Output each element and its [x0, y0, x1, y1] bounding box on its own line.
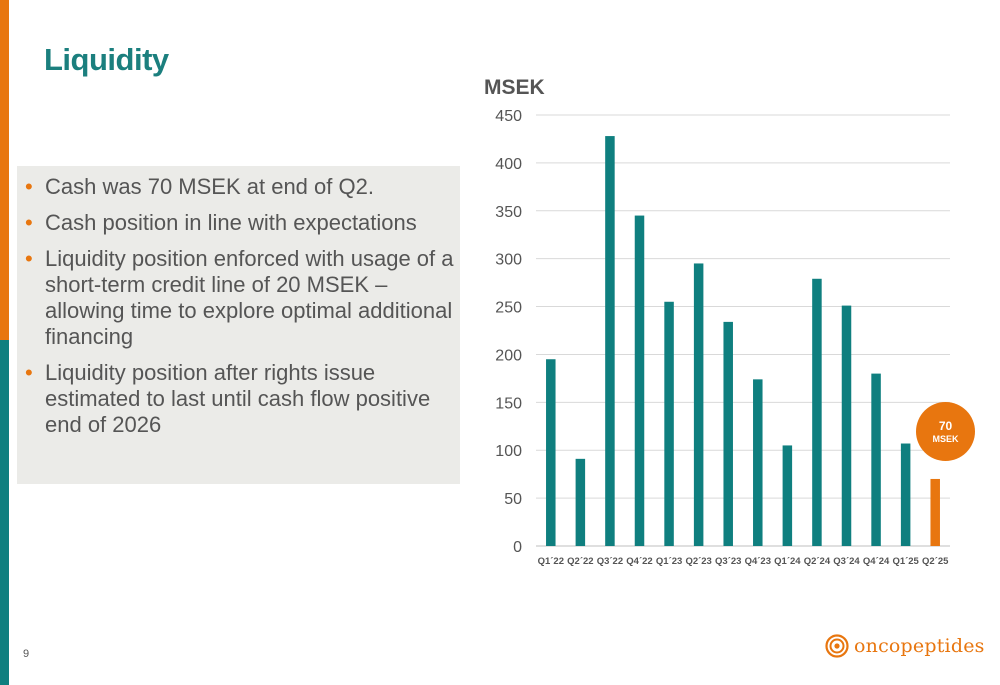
- bar-Q3´24: [841, 305, 852, 546]
- bullet-text: Cash position in line with expectations: [45, 210, 417, 235]
- y-tick-label: 0: [513, 539, 522, 556]
- x-tick-label: Q4´22: [626, 556, 652, 567]
- x-tick-label: Q2´23: [685, 556, 711, 567]
- x-tick-label: Q1´23: [656, 556, 682, 567]
- logo-text: oncopeptides: [854, 635, 985, 657]
- bar-Q1´22: [546, 359, 556, 546]
- accent-bar-teal: [0, 340, 9, 685]
- bullet-dot-icon: •: [25, 210, 33, 235]
- bullet-text: Liquidity position enforced with usage o…: [45, 246, 454, 349]
- y-axis-label: MSEK: [484, 76, 545, 99]
- bullet-item: • Cash position in line with expectations: [25, 210, 455, 236]
- y-tick-label: 150: [495, 395, 522, 412]
- x-tick-label: Q3´24: [833, 556, 860, 567]
- spiral-logo-icon: [825, 634, 849, 658]
- x-tick-label: Q2´24: [804, 556, 831, 567]
- bullet-dot-icon: •: [25, 360, 33, 385]
- callout-unit: MSEK: [932, 433, 959, 444]
- bar-Q1´23: [664, 301, 674, 546]
- bar-Q3´23: [723, 321, 733, 546]
- bullet-item: • Liquidity position after rights issue e…: [25, 360, 455, 438]
- x-tick-label: Q3´22: [597, 556, 623, 567]
- company-logo: oncopeptides: [825, 634, 985, 658]
- x-tick-label: Q1´24: [774, 556, 801, 567]
- bar-Q1´25: [900, 443, 911, 546]
- accent-bar-orange: [0, 0, 9, 340]
- y-tick-label: 400: [495, 156, 522, 173]
- bar-Q4´23: [753, 379, 763, 546]
- bullet-list: • Cash was 70 MSEK at end of Q2. • Cash po…: [25, 174, 455, 448]
- callout-value: 70: [938, 418, 953, 433]
- bar-Q3´22: [605, 136, 615, 546]
- bullet-dot-icon: •: [25, 174, 33, 199]
- bullet-item: • Liquidity position enforced with usage …: [25, 246, 455, 350]
- y-tick-label: 350: [495, 204, 522, 221]
- y-tick-label: 300: [495, 252, 522, 269]
- x-tick-label: Q4´24: [863, 556, 890, 567]
- text-panel: [17, 166, 460, 484]
- x-tick-label: Q4´23: [745, 556, 771, 567]
- bullet-dot-icon: •: [25, 246, 33, 271]
- x-tick-label: Q3´23: [715, 556, 741, 567]
- bullet-text: Cash was 70 MSEK at end of Q2.: [45, 174, 374, 199]
- bar-Q2´23: [693, 263, 704, 546]
- page-title: Liquidity: [44, 42, 169, 77]
- bar-Q4´22: [634, 215, 645, 547]
- x-tick-label: Q1´22: [538, 556, 564, 567]
- y-tick-label: 250: [495, 300, 522, 317]
- cash-callout-badge: 70 MSEK: [916, 402, 975, 461]
- bar-Q2´24: [812, 278, 822, 546]
- bullet-text: Liquidity position after rights issue es…: [45, 360, 431, 437]
- bar-Q2´25: [930, 478, 940, 546]
- x-tick-label: Q2´22: [567, 556, 593, 567]
- bullet-item: • Cash was 70 MSEK at end of Q2.: [25, 174, 455, 200]
- x-tick-label: Q1´25: [892, 556, 919, 567]
- y-tick-label: 450: [495, 108, 522, 125]
- x-tick-label: Q2´25: [922, 556, 949, 567]
- y-tick-label: 100: [495, 443, 522, 460]
- y-tick-label: 200: [495, 347, 522, 364]
- bar-Q1´24: [782, 445, 793, 546]
- page-number: 9: [23, 648, 30, 660]
- bar-Q2´22: [575, 458, 586, 546]
- y-tick-label: 50: [504, 491, 522, 508]
- bar-Q4´24: [871, 373, 881, 546]
